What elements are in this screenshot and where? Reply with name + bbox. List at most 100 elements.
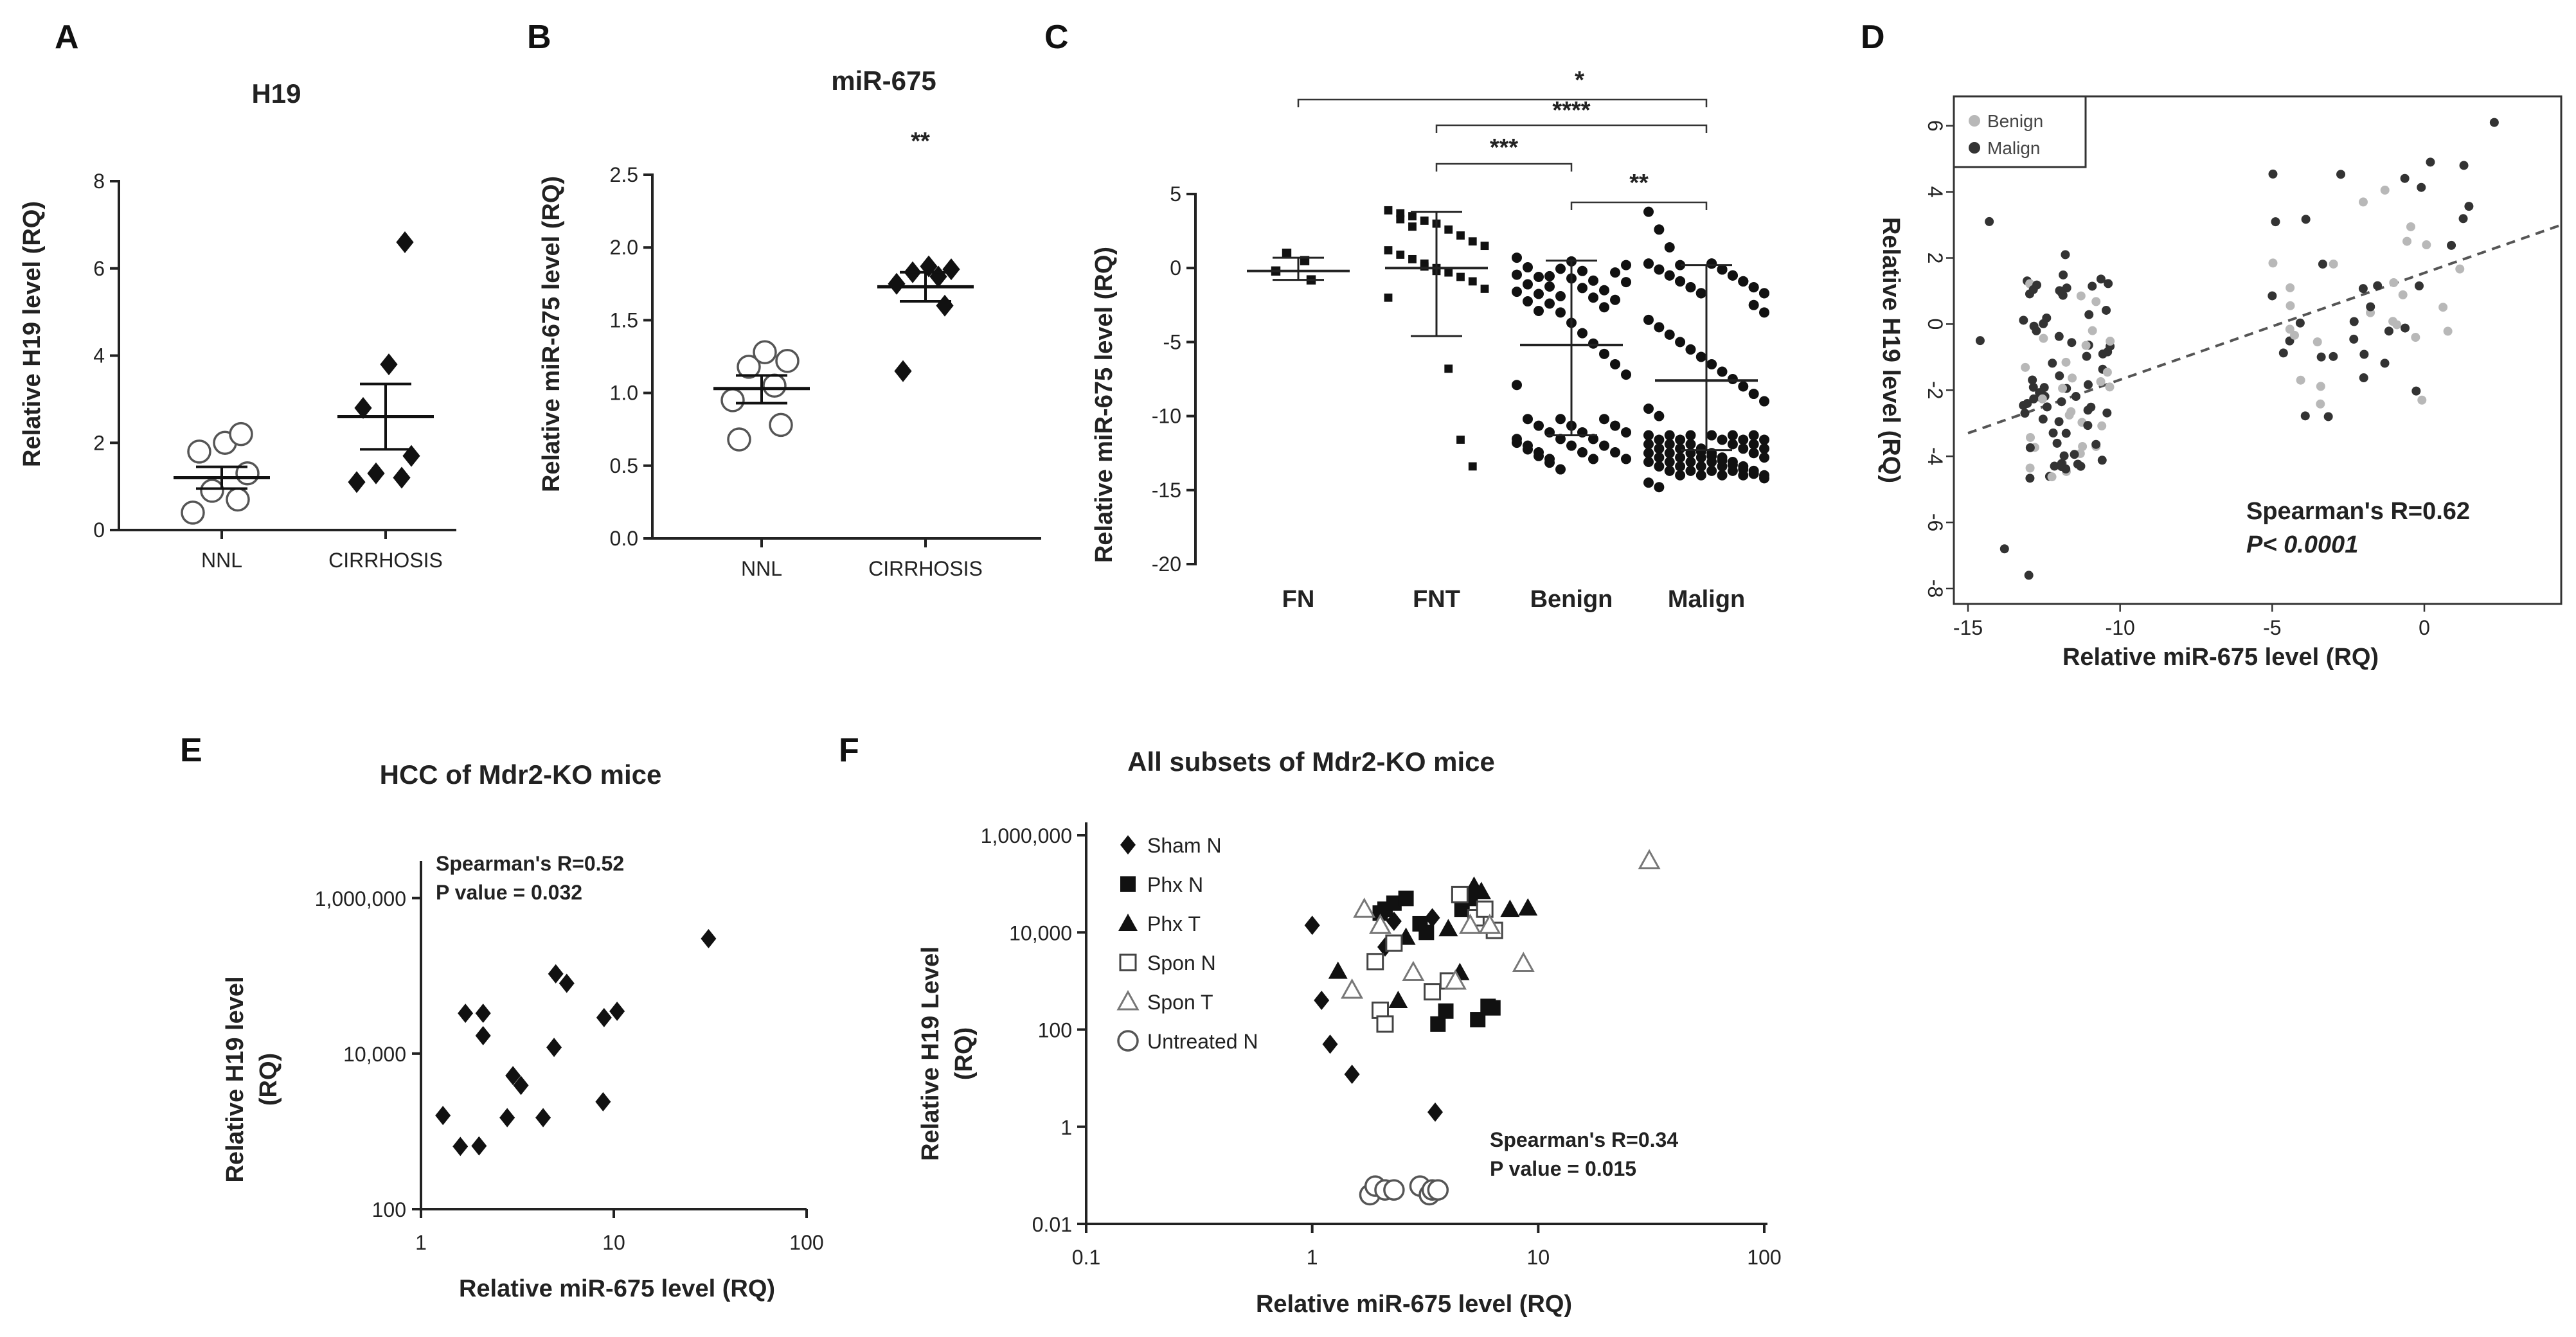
pF-x-tick-label: 0.1 — [1072, 1246, 1100, 1269]
pC-malign-point — [1706, 258, 1717, 269]
pC-fnt-point — [1384, 293, 1393, 302]
pD-point — [2414, 281, 2424, 291]
pD-point — [2054, 417, 2064, 427]
panel-a-y-label: Relative H19 level (RQ) — [19, 201, 46, 467]
pD-point — [2296, 375, 2305, 385]
pE-point — [505, 1066, 521, 1086]
panel-f-y-label-line2: (RQ) — [951, 1027, 978, 1080]
pB-point — [936, 294, 954, 317]
pC-y-tick-label: -15 — [1152, 479, 1181, 502]
panel-e-title: HCC of Mdr2-KO mice — [380, 759, 662, 790]
pC-malign-point — [1748, 299, 1759, 310]
pA-point — [354, 396, 372, 419]
pD-point — [2417, 182, 2426, 192]
pE-point — [458, 1004, 474, 1023]
pD-point — [2316, 382, 2325, 391]
pF-spon-t-point — [1341, 978, 1364, 999]
pB-x-tick-label: CIRRHOSIS — [868, 557, 983, 580]
pF-legend-phx-n-marker — [1120, 876, 1136, 892]
pD-point — [2081, 341, 2091, 350]
pC-malign-point — [1759, 443, 1769, 454]
panel-d-legend-malign-label: Malign — [1987, 138, 2040, 158]
pF-phx-t-point — [1438, 919, 1458, 937]
pF-spon-n-point — [1385, 934, 1403, 952]
pF-phx-t-point — [1518, 898, 1538, 916]
pD-point — [2029, 394, 2039, 403]
pD-point — [2438, 303, 2448, 312]
pF-spon-t-point — [1512, 952, 1535, 973]
pD-point — [2025, 443, 2035, 452]
pA-point — [367, 462, 385, 484]
pF-phx-t-point — [1500, 899, 1520, 917]
pA-point — [229, 421, 253, 447]
pF-legend-spon-n-label: Spon N — [1147, 952, 1216, 975]
pD-y-tick-label: -8 — [1924, 580, 1947, 598]
pD-point — [2071, 392, 2080, 402]
pF-y-tick-label: 100 — [1038, 1019, 1072, 1042]
pC-benign-point — [1534, 420, 1544, 431]
pD-point — [2043, 402, 2052, 412]
pC-malign-point — [1643, 430, 1654, 441]
pD-point — [2489, 118, 2499, 127]
pD-point — [2268, 258, 2278, 268]
pC-benign-point — [1610, 447, 1620, 458]
pD-point — [2070, 450, 2079, 459]
pE-point — [546, 1038, 562, 1058]
pE-point — [535, 1108, 551, 1128]
pF-spon-t-point — [1368, 914, 1392, 934]
pD-point — [2032, 280, 2042, 290]
pC-fnt-point — [1408, 212, 1417, 220]
pD-point — [2039, 319, 2048, 328]
pD-y-tick-label: -6 — [1924, 513, 1947, 531]
panel-f-p-value-text: P value = 0.015 — [1490, 1157, 1636, 1180]
pC-malign-point — [1727, 430, 1738, 441]
pC-malign-point — [1664, 465, 1675, 476]
pD-point — [2059, 270, 2068, 279]
pF-spon-n-point — [1366, 953, 1384, 971]
pD-point — [2021, 362, 2030, 372]
pC-malign-point — [1695, 351, 1706, 362]
pC-malign-point — [1748, 439, 1759, 450]
pE-x-tick-label: 1 — [415, 1231, 427, 1254]
pD-point — [2026, 432, 2035, 442]
pC-malign-point — [1727, 439, 1738, 450]
pC-malign-point — [1675, 443, 1686, 454]
pD-point — [2025, 474, 2035, 483]
pC-malign-point — [1706, 430, 1717, 441]
pF-phx-n-point — [1470, 1012, 1486, 1028]
pA-point — [181, 500, 205, 525]
pC-malign-point — [1706, 465, 1717, 476]
pC-fnt-point — [1420, 217, 1429, 225]
pC-malign-point — [1695, 470, 1706, 481]
pC-malign-point — [1727, 374, 1738, 384]
panel-b-chart: B miR-675 Relative miR-675 level (RQ) **… — [527, 19, 1041, 580]
pD-point — [2055, 286, 2064, 296]
pD-point — [1999, 544, 2009, 554]
pC-malign-point — [1675, 276, 1686, 287]
pF-y-tick-label: 10,000 — [1009, 921, 1072, 944]
pC-malign-point — [1759, 288, 1769, 299]
pC-malign-point — [1717, 455, 1728, 466]
pC-malign-point — [1748, 389, 1759, 400]
pD-point — [1975, 336, 1985, 346]
pF-phx-n-point — [1418, 925, 1435, 941]
pC-malign-point — [1643, 448, 1654, 459]
pD-point — [2023, 398, 2032, 408]
pB-point — [888, 272, 906, 295]
pD-point — [2088, 326, 2097, 335]
pC-benign-point — [1610, 420, 1620, 431]
panel-b-y-label: Relative miR-675 level (RQ) — [538, 176, 565, 492]
pD-point — [2389, 278, 2399, 287]
pA-y-tick-label: 2 — [93, 431, 105, 454]
pC-malign-point — [1695, 461, 1706, 472]
pD-point — [2106, 337, 2115, 346]
pC-benign-point — [1523, 279, 1533, 290]
pD-point — [2417, 395, 2427, 405]
pB-y-tick-label: 0.0 — [610, 527, 638, 550]
pD-point — [2380, 185, 2390, 195]
pD-point — [2039, 333, 2048, 343]
pD-point — [2285, 283, 2295, 292]
pC-benign-point — [1555, 290, 1566, 301]
panel-d-legend: Benign Malign — [1953, 95, 2087, 168]
pD-point — [2088, 281, 2097, 291]
